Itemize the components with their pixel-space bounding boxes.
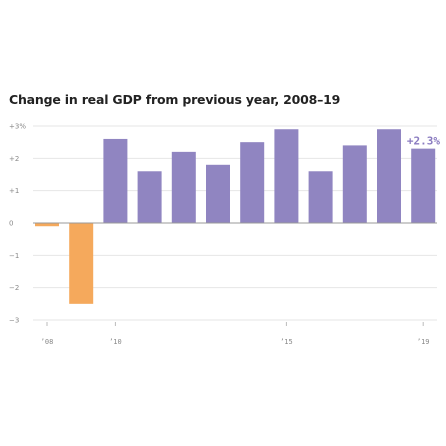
- bar: [308, 171, 333, 223]
- x-tick-label: ’08: [41, 338, 54, 346]
- y-tick-label: −2: [9, 284, 19, 292]
- bar: [171, 151, 196, 223]
- x-tick-label: ’10: [109, 338, 122, 346]
- bar: [103, 138, 128, 223]
- y-tick-label: +1: [9, 187, 19, 195]
- x-tick-label: ’19: [417, 338, 430, 346]
- bar: [137, 171, 162, 223]
- bar: [240, 142, 265, 223]
- data-label: +2.3%: [407, 135, 440, 148]
- bar: [69, 223, 94, 304]
- y-tick-label: 0: [9, 220, 13, 228]
- bar: [411, 148, 436, 223]
- y-tick-label: −3: [9, 317, 19, 325]
- bar: [342, 145, 367, 223]
- y-tick-label: −1: [9, 252, 19, 260]
- bar: [274, 129, 299, 223]
- bar: [377, 129, 401, 223]
- chart-title: Change in real GDP from previous year, 2…: [9, 92, 341, 107]
- bar: [206, 164, 230, 223]
- bar: [35, 223, 59, 227]
- x-tick-label: ’15: [280, 338, 293, 346]
- y-tick-label: +3%: [9, 123, 26, 131]
- y-tick-label: +2: [9, 155, 19, 163]
